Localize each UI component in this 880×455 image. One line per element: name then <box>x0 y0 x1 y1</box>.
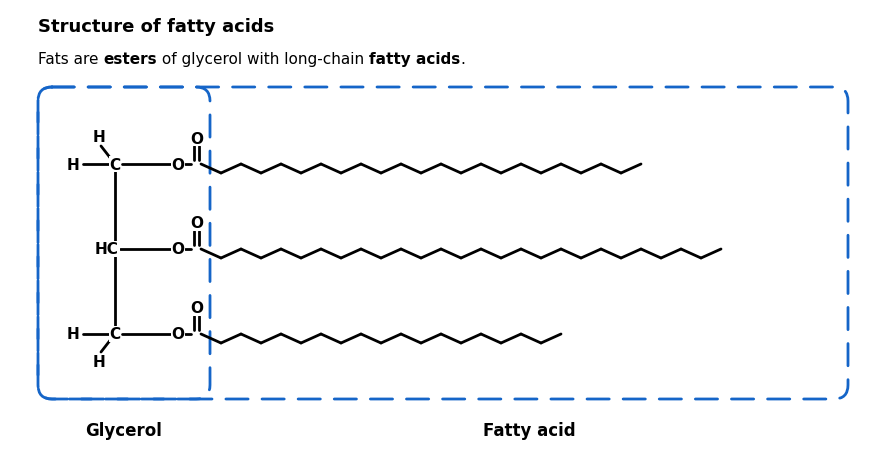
Text: Glycerol: Glycerol <box>85 421 163 439</box>
Text: H: H <box>67 327 79 342</box>
Text: fatty acids: fatty acids <box>369 52 460 67</box>
Text: esters: esters <box>103 52 157 67</box>
Text: O: O <box>172 327 185 342</box>
Text: O: O <box>190 131 203 146</box>
Text: C: C <box>109 157 121 172</box>
Text: C: C <box>109 327 121 342</box>
Text: Structure of fatty acids: Structure of fatty acids <box>38 18 275 36</box>
Text: Fats are: Fats are <box>38 52 103 67</box>
Text: H: H <box>67 157 79 172</box>
Text: O: O <box>172 242 185 257</box>
Text: .: . <box>460 52 466 67</box>
Text: H: H <box>92 129 106 144</box>
Text: of glycerol with long-chain: of glycerol with long-chain <box>157 52 369 67</box>
Text: O: O <box>190 216 203 231</box>
Text: O: O <box>172 157 185 172</box>
Text: HC: HC <box>95 242 119 257</box>
Text: H: H <box>92 355 106 369</box>
Text: O: O <box>190 301 203 316</box>
Text: Fatty acid: Fatty acid <box>483 421 576 439</box>
